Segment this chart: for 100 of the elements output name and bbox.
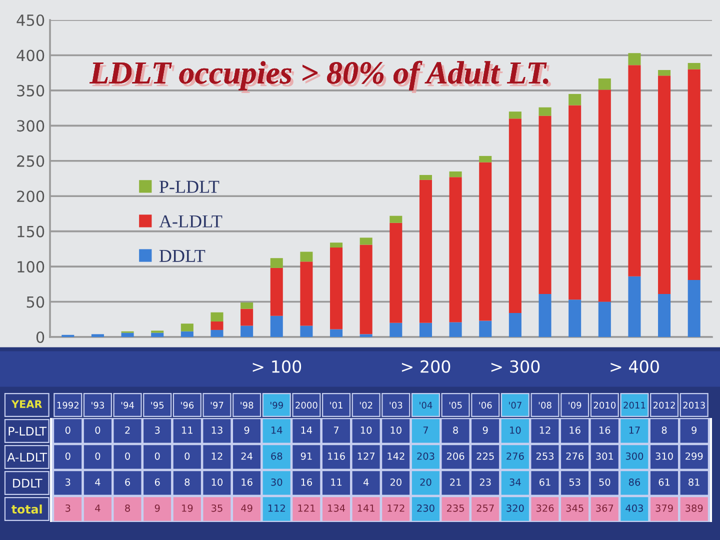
data-label: 13 bbox=[212, 426, 222, 434]
data-label: 326 bbox=[536, 504, 554, 512]
data-label: 0 bbox=[125, 452, 130, 460]
x-tick-label: '02 bbox=[360, 402, 372, 409]
bar bbox=[270, 268, 283, 316]
bar bbox=[479, 162, 492, 321]
data-label: 225 bbox=[476, 452, 494, 460]
bar bbox=[419, 180, 432, 323]
bar bbox=[568, 300, 582, 337]
data-label: 12 bbox=[540, 426, 550, 434]
bar bbox=[390, 322, 402, 337]
data-label: 345 bbox=[566, 504, 584, 512]
data-label: 142 bbox=[388, 452, 404, 460]
data-label: 30 bbox=[271, 478, 282, 486]
bar bbox=[240, 302, 254, 309]
data-label: 112 bbox=[268, 504, 285, 512]
bar bbox=[598, 78, 611, 90]
data-label: 6 bbox=[154, 478, 160, 486]
text: > 400 bbox=[610, 360, 659, 373]
data-label: 16 bbox=[600, 426, 610, 434]
bar bbox=[210, 322, 224, 330]
data-label: 4 bbox=[95, 478, 100, 486]
data-label: 299 bbox=[686, 452, 703, 460]
data-label: 367 bbox=[596, 504, 614, 512]
x-tick-label: 2010 bbox=[594, 402, 616, 409]
data-label: 9 bbox=[244, 426, 250, 434]
x-tick-label: 1992 bbox=[57, 402, 78, 409]
y-tick-label: 350 bbox=[17, 84, 44, 96]
legend-label: P-LDLT bbox=[159, 180, 220, 193]
y-tick-label: 150 bbox=[18, 226, 44, 238]
data-label: 8 bbox=[184, 478, 190, 486]
data-label: 19 bbox=[182, 504, 193, 512]
bar bbox=[300, 326, 313, 337]
y-tick-label: DDLT bbox=[13, 478, 42, 488]
bar bbox=[270, 258, 283, 268]
x-tick-label: '98 bbox=[240, 402, 254, 409]
bar bbox=[390, 222, 402, 323]
bar bbox=[688, 280, 700, 337]
data-label: 0 bbox=[184, 452, 190, 460]
x-tick-label: '08 bbox=[538, 402, 552, 409]
bar bbox=[688, 69, 700, 280]
bar bbox=[151, 332, 164, 337]
data-label: 3 bbox=[66, 478, 70, 486]
x-tick-label: 2000 bbox=[296, 402, 318, 409]
data-label: 11 bbox=[331, 478, 342, 486]
data-label: 203 bbox=[417, 452, 434, 460]
bar bbox=[330, 242, 343, 248]
data-label: 61 bbox=[658, 478, 670, 486]
data-label: 91 bbox=[300, 452, 312, 460]
bar bbox=[210, 330, 224, 337]
legend-label: A-LDLT bbox=[159, 215, 222, 228]
bar bbox=[508, 112, 522, 119]
data-label: 7 bbox=[423, 426, 428, 434]
x-tick-label: '97 bbox=[210, 402, 224, 409]
data-label: 0 bbox=[95, 452, 100, 460]
data-label: 10 bbox=[360, 426, 372, 434]
bar bbox=[240, 308, 254, 326]
data-label: 49 bbox=[241, 504, 252, 512]
data-label: 4 bbox=[363, 478, 369, 486]
data-label: 172 bbox=[388, 504, 404, 512]
text: LDLT occupies > 80% of Adult LT. bbox=[89, 60, 551, 93]
bar bbox=[628, 65, 641, 276]
x-axis-title: YEAR bbox=[11, 400, 42, 408]
x-tick-label: 2012 bbox=[653, 402, 675, 409]
data-label: 235 bbox=[446, 504, 464, 512]
data-label: 50 bbox=[599, 478, 610, 486]
bar bbox=[449, 171, 462, 178]
y-tick-label: total bbox=[12, 504, 42, 514]
x-tick-label: '95 bbox=[151, 402, 164, 409]
data-label: 301 bbox=[596, 452, 614, 460]
bar bbox=[568, 105, 582, 300]
text: > 200 bbox=[402, 360, 450, 373]
data-label: 121 bbox=[298, 504, 315, 512]
bar bbox=[508, 313, 522, 337]
data-label: 320 bbox=[506, 504, 524, 512]
y-tick-label: 50 bbox=[26, 296, 44, 308]
bar bbox=[330, 329, 343, 337]
x-tick-label: '06 bbox=[479, 402, 492, 409]
data-label: 34 bbox=[510, 478, 521, 486]
data-label: 4 bbox=[95, 504, 100, 512]
bar bbox=[360, 244, 372, 334]
bar bbox=[419, 322, 432, 337]
bar bbox=[360, 238, 372, 245]
data-label: 11 bbox=[182, 426, 192, 434]
x-tick-label: 2013 bbox=[683, 402, 705, 409]
data-label: 61 bbox=[540, 478, 550, 486]
data-label: 24 bbox=[241, 452, 252, 460]
data-label: 230 bbox=[417, 504, 434, 512]
x-tick-label: '05 bbox=[449, 402, 462, 409]
bar bbox=[330, 248, 343, 330]
data-label: 0 bbox=[65, 452, 70, 460]
bar bbox=[180, 331, 194, 337]
bar bbox=[658, 294, 671, 337]
data-label: 0 bbox=[154, 452, 160, 460]
bar bbox=[538, 294, 552, 337]
data-label: 257 bbox=[476, 504, 494, 512]
data-label: 276 bbox=[566, 452, 584, 460]
y-tick-label: P-LDLT bbox=[8, 426, 47, 436]
data-label: 300 bbox=[626, 452, 644, 460]
y-tick-label: 200 bbox=[17, 190, 44, 202]
